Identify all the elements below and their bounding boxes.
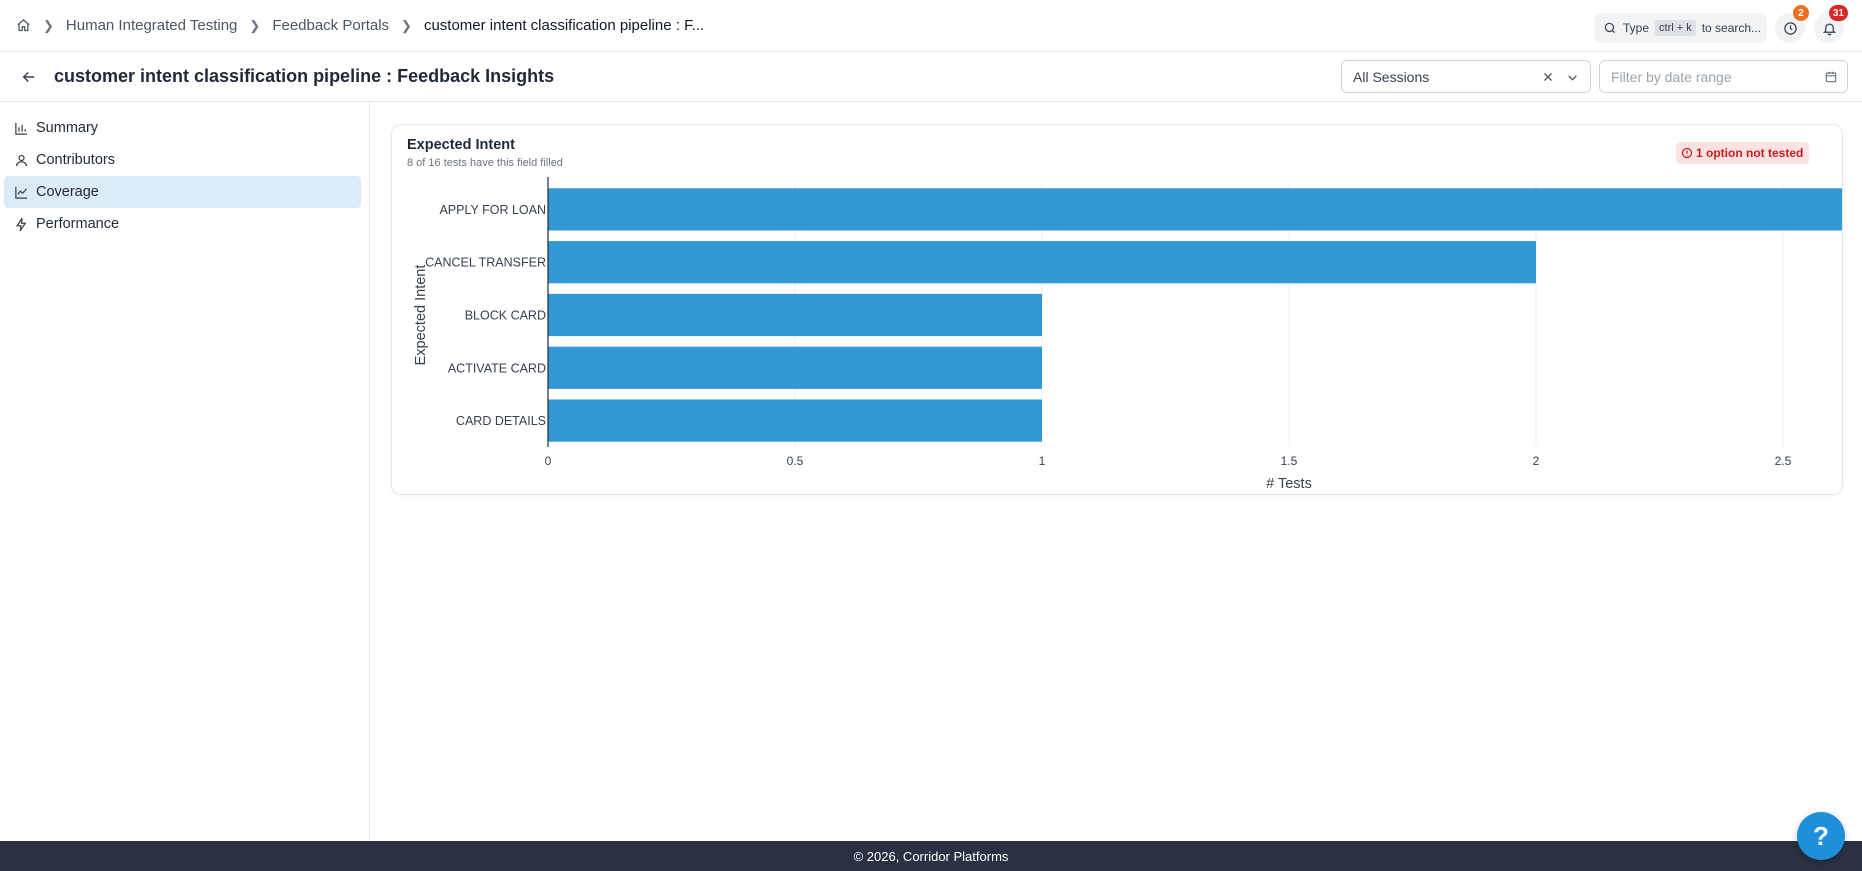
top-bar: ❯ Human Integrated Testing ❯ Feedback Po… [0, 0, 1862, 52]
expected-intent-card: Expected Intent 8 of 16 tests have this … [391, 124, 1843, 495]
clock-icon [1783, 21, 1797, 35]
home-icon[interactable] [16, 18, 31, 33]
chevron-down-icon[interactable] [1566, 71, 1579, 84]
bar [548, 346, 1042, 389]
sidebar-item-label: Contributors [36, 152, 115, 168]
notifications-button[interactable]: 31 [1814, 5, 1848, 43]
y-tick-label: BLOCK CARD [465, 309, 546, 323]
x-axis-title: # Tests [1266, 476, 1312, 492]
date-range-placeholder: Filter by date range [1611, 68, 1732, 85]
bar [548, 188, 1842, 231]
x-tick-label: 2 [1533, 454, 1540, 468]
search-label: Type [1623, 21, 1650, 35]
page-header: customer intent classification pipeline … [0, 52, 1862, 102]
clear-icon[interactable] [1542, 71, 1554, 83]
untested-warning-badge: 1 option not tested [1676, 142, 1810, 164]
footer-text: © 2026, Corridor Platforms [853, 848, 1009, 864]
warning-text: 1 option not tested [1696, 146, 1804, 160]
user-icon [15, 154, 28, 166]
chevron-right-icon: ❯ [249, 17, 261, 33]
sidebar: Summary Contributors Coverage Performanc… [0, 102, 370, 841]
bar-chart-icon [15, 122, 28, 135]
history-button[interactable]: 2 [1775, 5, 1809, 43]
chevron-right-icon: ❯ [43, 17, 54, 33]
y-tick-label: ACTIVATE CARD [448, 361, 546, 375]
sidebar-item-summary[interactable]: Summary [4, 112, 361, 144]
y-tick-label: CANCEL TRANSFER [425, 256, 546, 270]
line-chart-icon [15, 186, 28, 199]
sidebar-item-contributors[interactable]: Contributors [4, 144, 361, 176]
sidebar-item-label: Coverage [36, 184, 99, 200]
search-shortcut: ctrl + k [1655, 20, 1696, 36]
x-tick-label: 0.5 [787, 454, 804, 468]
search-icon [1604, 22, 1616, 34]
date-range-input[interactable]: Filter by date range [1599, 60, 1848, 93]
sessions-value: All Sessions [1353, 68, 1430, 85]
card-subtitle: 8 of 16 tests have this field filled [407, 157, 563, 169]
footer: © 2026, Corridor Platforms [0, 841, 1862, 871]
x-tick-label: 1 [1039, 454, 1046, 468]
alert-circle-icon [1681, 147, 1693, 159]
y-axis-title: Expected Intent [413, 265, 429, 366]
search-suffix: to search... [1701, 21, 1762, 35]
card-title: Expected Intent [407, 137, 515, 153]
calendar-icon [1825, 71, 1837, 83]
x-tick-label: 2.5 [1775, 454, 1792, 468]
breadcrumb-feedback-portals[interactable]: Feedback Portals [272, 17, 390, 34]
bell-icon [1822, 23, 1836, 35]
breadcrumb-current: customer intent classification pipeline … [423, 17, 705, 34]
sessions-select[interactable]: All Sessions [1341, 60, 1591, 93]
breadcrumb: ❯ Human Integrated Testing ❯ Feedback Po… [31, 17, 704, 34]
search-input[interactable]: Type ctrl + k to search... [1595, 13, 1767, 43]
lightning-icon [15, 217, 27, 231]
bar [548, 293, 1042, 337]
back-arrow-icon[interactable] [20, 68, 38, 86]
page-title: customer intent classification pipeline … [54, 66, 555, 86]
history-badge: 2 [1793, 5, 1809, 21]
help-button[interactable]: ? [1797, 812, 1845, 860]
sidebar-item-label: Summary [36, 120, 99, 136]
notifications-badge: 31 [1828, 5, 1848, 21]
y-tick-label: CARD DETAILS [456, 414, 546, 428]
sidebar-item-coverage[interactable]: Coverage [4, 176, 361, 208]
bar [548, 241, 1536, 284]
x-tick-label: 1.5 [1281, 454, 1298, 468]
breadcrumb-human-integrated-testing[interactable]: Human Integrated Testing [65, 17, 238, 34]
bar [548, 399, 1042, 442]
sidebar-item-performance[interactable]: Performance [4, 208, 361, 240]
sidebar-item-label: Performance [36, 216, 120, 232]
x-tick-label: 0 [545, 454, 552, 468]
chevron-right-icon: ❯ [401, 17, 412, 33]
y-tick-label: APPLY FOR LOAN [439, 203, 546, 217]
